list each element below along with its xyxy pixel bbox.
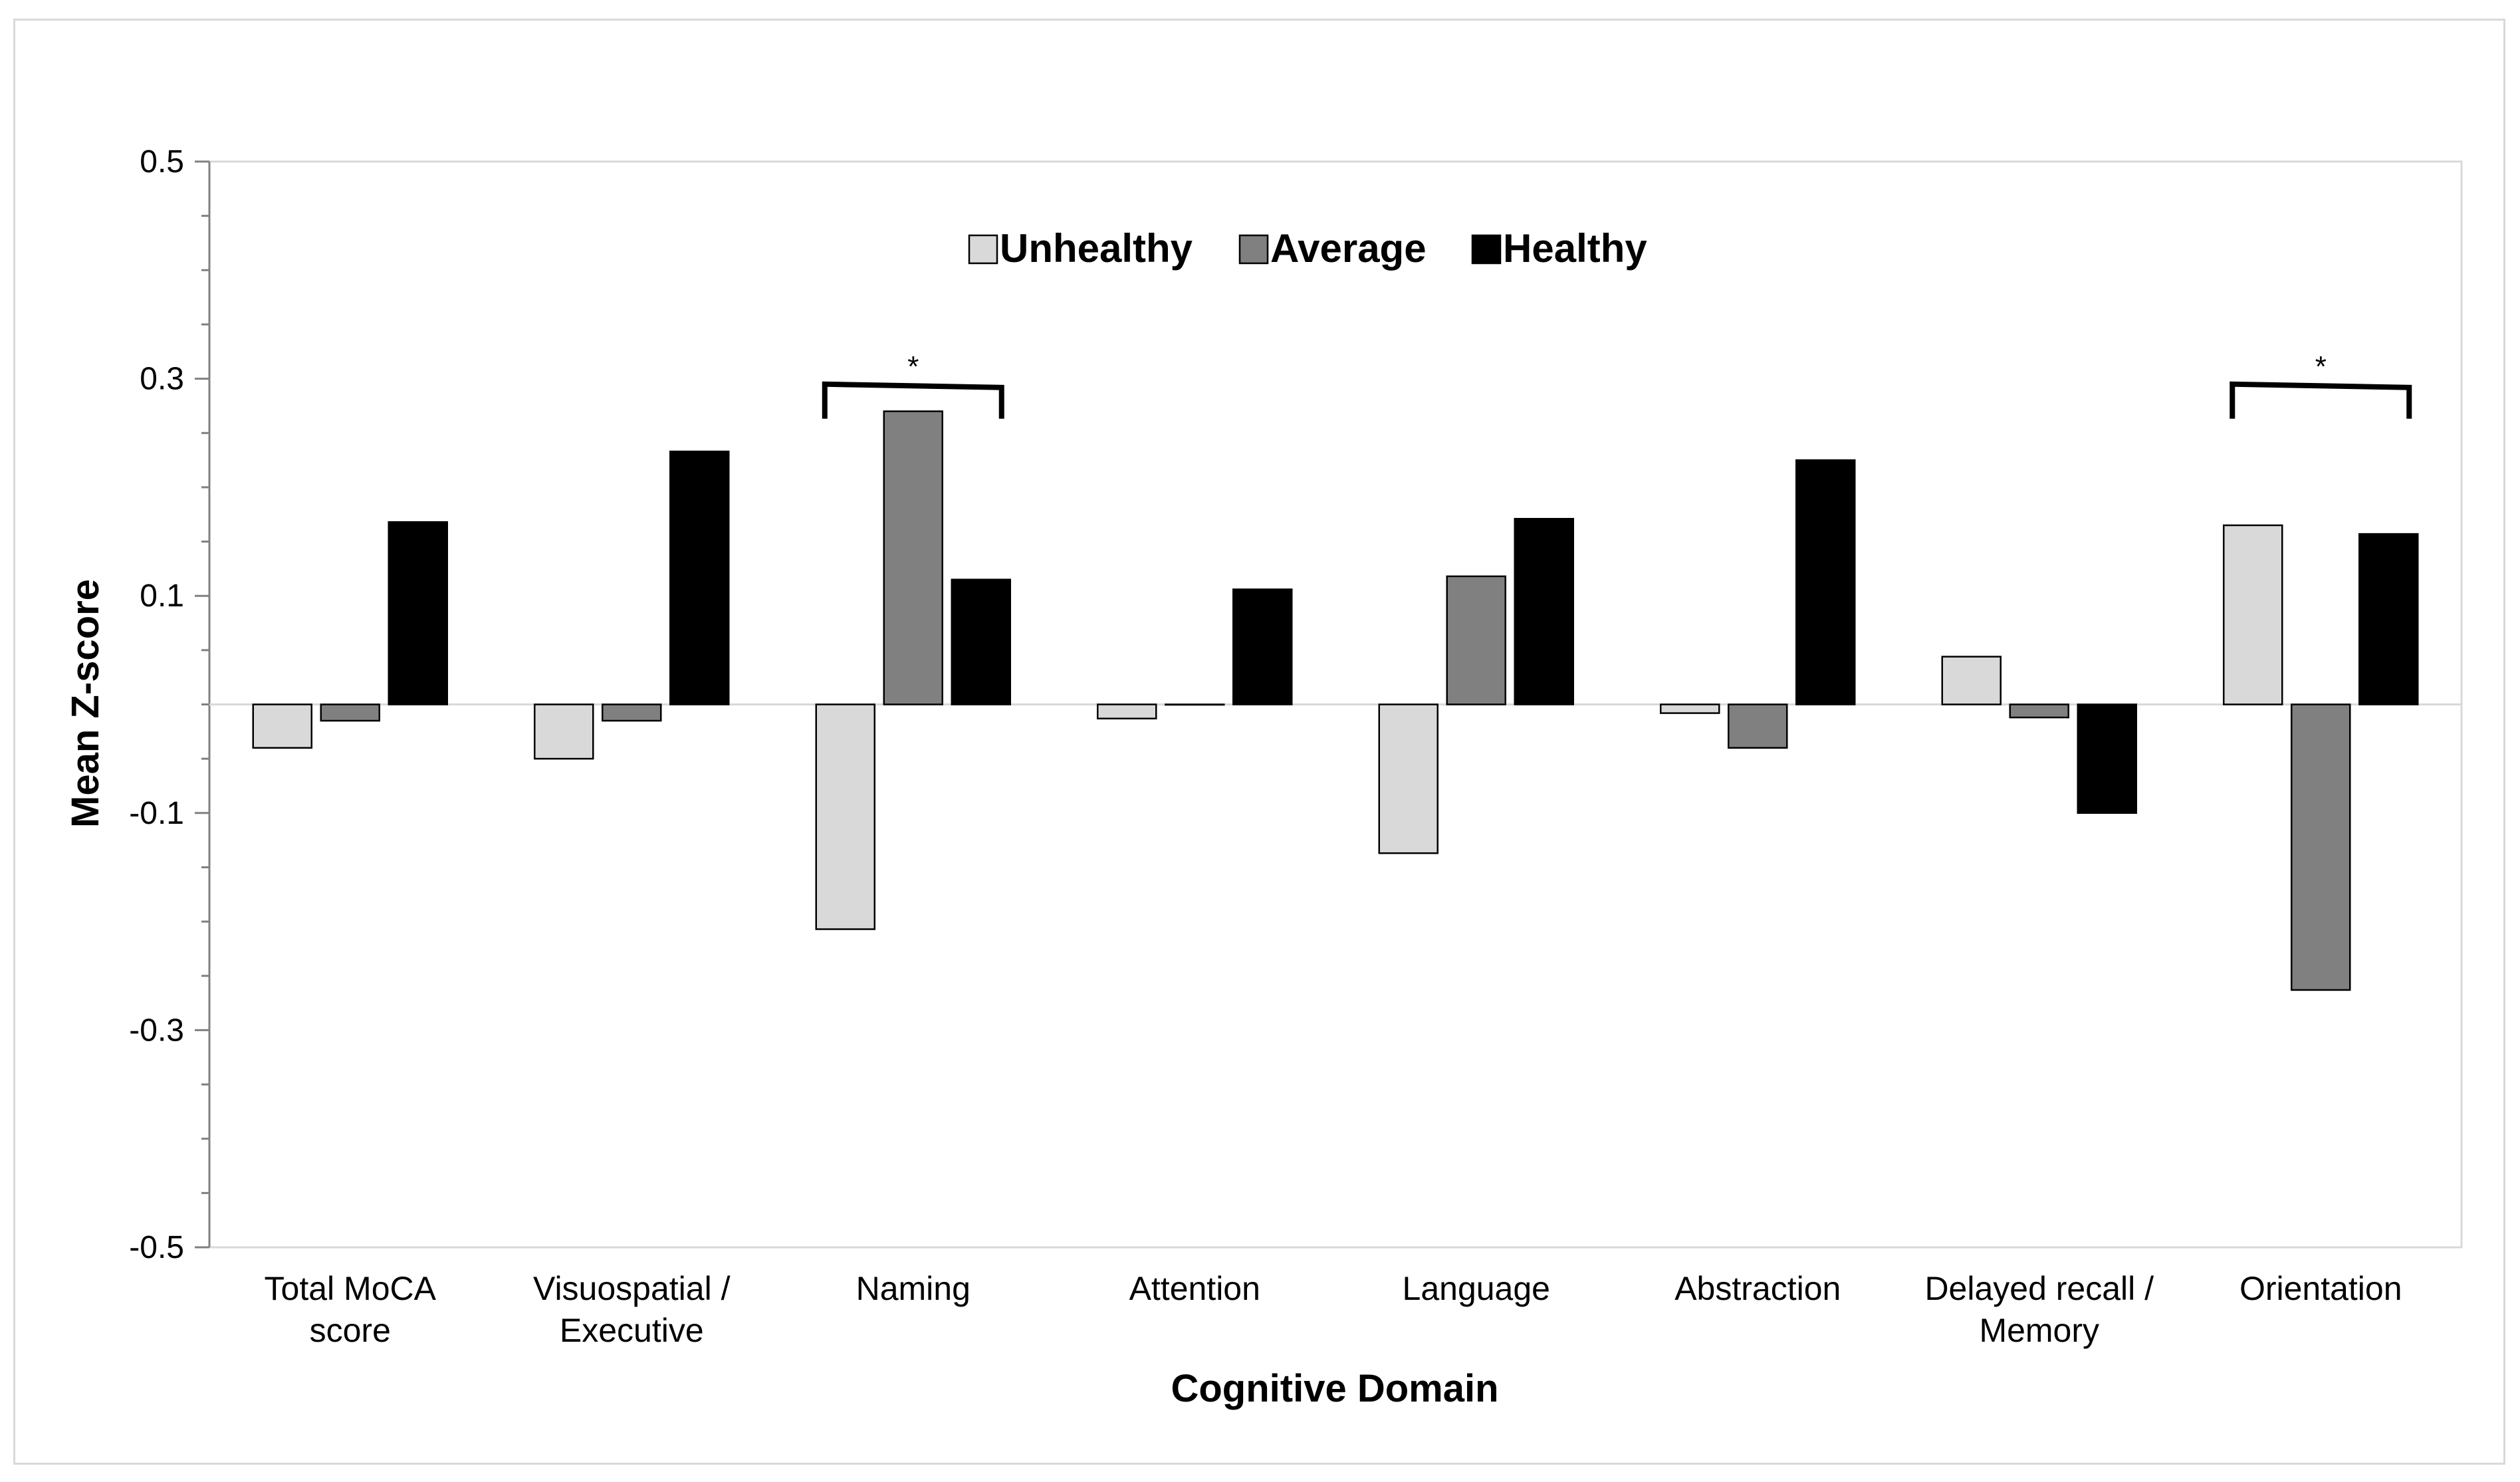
x-category-label: score	[310, 1312, 391, 1349]
x-category-label: Abstraction	[1674, 1270, 1841, 1307]
x-category-label: Memory	[1979, 1312, 2099, 1349]
y-tick-label: 0.5	[140, 144, 184, 180]
bar-unhealthy-5	[1660, 703, 1720, 714]
bar-unhealthy-1	[534, 703, 594, 760]
bar-average-4	[1446, 575, 1506, 705]
bar-average-6	[2009, 703, 2069, 719]
bar-healthy-6	[2077, 703, 2137, 814]
x-category-label: Attention	[1129, 1270, 1260, 1307]
y-tick-label: -0.5	[129, 1230, 184, 1265]
bar-healthy-0	[388, 521, 448, 705]
y-tick-label: -0.1	[129, 796, 184, 831]
bar-unhealthy-2	[815, 703, 875, 930]
significance-star: *	[907, 350, 919, 383]
bar-unhealthy-4	[1378, 703, 1438, 854]
y-tick-label: 0.1	[140, 578, 184, 614]
legend-label-healthy: Healthy	[1503, 226, 1647, 271]
x-category-label: Naming	[856, 1270, 971, 1307]
x-category-label: Visuospatial /	[533, 1270, 731, 1307]
bar-healthy-3	[1232, 588, 1293, 705]
x-category-label: Orientation	[2239, 1270, 2402, 1307]
bar-average-1	[602, 703, 662, 722]
x-category-label: Total MoCA	[265, 1270, 437, 1307]
legend-label-unhealthy: Unhealthy	[1000, 226, 1193, 271]
y-tick-label: 0.3	[140, 362, 184, 397]
legend-swatch-average	[1238, 234, 1269, 265]
x-category-label: Delayed recall /	[1924, 1270, 2154, 1307]
bar-unhealthy-7	[2223, 524, 2283, 705]
bar-unhealthy-3	[1097, 703, 1157, 719]
legend-label-average: Average	[1270, 226, 1427, 271]
bar-healthy-1	[669, 450, 730, 705]
legend: Unhealthy Average Healthy	[968, 226, 1647, 271]
bar-healthy-4	[1514, 518, 1574, 705]
bar-unhealthy-6	[1941, 656, 2002, 705]
y-axis: -0.5 -0.3 -0.1 0.1 0.3 0.5	[129, 144, 211, 1265]
x-axis-category-labels: Total MoCA score Visuospatial / Executive Na…	[265, 1270, 2402, 1349]
y-tick-label: -0.3	[129, 1013, 184, 1048]
bar-average-7	[2291, 703, 2351, 991]
significance-bracket	[2230, 381, 2412, 419]
x-category-label: Executive	[560, 1312, 704, 1349]
bar-unhealthy-0	[252, 703, 312, 749]
bar-group	[252, 410, 2419, 991]
y-axis-title: Mean Z-score	[64, 579, 107, 828]
legend-swatch-healthy	[1471, 234, 1502, 265]
bar-average-2	[883, 410, 943, 705]
x-category-label: Language	[1403, 1270, 1550, 1307]
legend-swatch-unhealthy	[968, 234, 998, 265]
bar-average-0	[320, 703, 380, 722]
significance-star: *	[2315, 350, 2327, 383]
bar-healthy-2	[951, 578, 1011, 705]
x-axis-title: Cognitive Domain	[1171, 1367, 1498, 1410]
significance-markers: * *	[822, 350, 2412, 419]
significance-bracket	[822, 381, 1004, 419]
bar-average-5	[1728, 703, 1788, 749]
bar-healthy-5	[1795, 459, 1856, 705]
bar-healthy-7	[2358, 533, 2419, 705]
